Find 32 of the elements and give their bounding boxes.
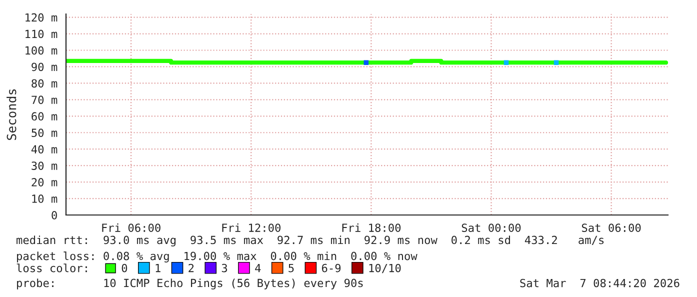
legend-label: 0 xyxy=(122,264,128,272)
legend-label: 10/10 xyxy=(369,264,401,274)
y-tick-label: 0 xyxy=(52,211,57,220)
y-tick-label: 110 m xyxy=(26,30,58,38)
legend-label: 6-9 xyxy=(322,264,341,272)
y-tick-label: 40 m xyxy=(31,145,58,154)
legend-label: 2 xyxy=(188,264,194,272)
x-tick-label: Sat 00:00 xyxy=(462,224,521,232)
y-tick-label: 90 m xyxy=(32,62,58,72)
legend-label: 3 xyxy=(222,264,228,272)
y-tick-label: 50 m xyxy=(32,128,58,138)
y-tick-label: 100 m xyxy=(26,46,58,55)
y-tick-label: 30 m xyxy=(32,162,58,170)
legend-label: 5 xyxy=(288,264,294,272)
y-tick-label: 80 m xyxy=(32,79,58,88)
x-tick-label: Fri 18:00 xyxy=(342,223,401,232)
text: packet loss: 0.08 % avg 19.00 % max 0.00 % min 0.00 % now xyxy=(17,252,418,262)
y-tick-label: 70 m xyxy=(32,96,58,104)
y-tick-label: 20 m xyxy=(32,178,58,186)
text: Sat Mar 7 08:44:20 2026 xyxy=(520,278,680,288)
y-tick-label: 60 m xyxy=(32,112,58,121)
text: median rtt: 93.0 ms avg 93.5 ms max 92.7 ms min 92.9 ms now 0.2 ms sd 433.2 am/s xyxy=(16,236,604,246)
y-axis-title: Seconds xyxy=(6,89,16,140)
legend-label: 4 xyxy=(255,264,261,272)
x-tick-label: Fri 12:00 xyxy=(222,223,280,232)
x-tick-label: Fri 06:00 xyxy=(102,223,160,232)
legend-title: loss color: xyxy=(16,264,87,272)
text: probe: 10 ICMP Echo Pings (56 Bytes) every 90s xyxy=(17,278,363,290)
y-tick-label: 10 m xyxy=(32,194,58,203)
y-tick-label: 120 m xyxy=(26,13,58,22)
legend-label: 1 xyxy=(156,264,160,272)
x-tick-label: Sat 06:00 xyxy=(582,224,641,232)
